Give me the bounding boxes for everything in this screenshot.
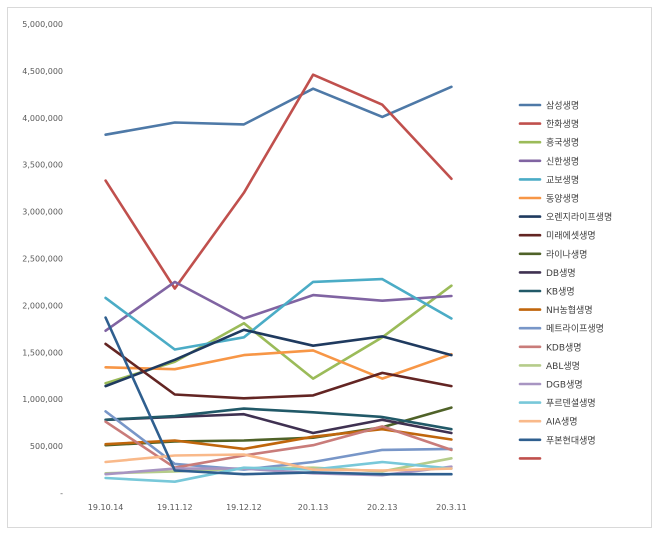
x-tick-label: 20.2.13 bbox=[367, 503, 398, 512]
legend-item: AIA생명 bbox=[518, 417, 578, 428]
legend-item: 삼성생명 bbox=[518, 101, 579, 112]
legend-label: AIA생명 bbox=[546, 417, 578, 428]
legend-item: 라이나생명 bbox=[518, 249, 587, 260]
legend-label: 메트라이프생명 bbox=[546, 324, 604, 335]
legend-label: 신한생명 bbox=[546, 156, 579, 167]
x-tick-label: 20.3.11 bbox=[436, 503, 467, 512]
legend-item: DGB생명 bbox=[518, 380, 583, 391]
legend-item: NH농협생명 bbox=[518, 304, 593, 316]
y-tick-label: 2,000,000 bbox=[22, 301, 63, 310]
legend-item: 오렌지라이프생명 bbox=[518, 212, 612, 223]
line-chart: - 500,000 1,000,000 1,500,000 2,000,000 2,500… bbox=[22, 20, 612, 512]
x-tick-label: 19.11.12 bbox=[157, 503, 193, 512]
legend-label: 교보생명 bbox=[546, 175, 579, 186]
series-line-18 bbox=[104, 316, 453, 476]
legend-item: 푸르덴셜생명 bbox=[518, 398, 596, 409]
series-line-4 bbox=[104, 277, 453, 351]
legend-label: 동양생명 bbox=[546, 194, 579, 205]
chart-frame: - 500,000 1,000,000 1,500,000 2,000,000 2,500… bbox=[7, 7, 652, 528]
x-axis: 19.10.14 19.11.12 19.12.12 20.1.13 20.2.13 20… bbox=[88, 503, 467, 512]
x-tick-label: 19.12.12 bbox=[226, 503, 262, 512]
legend-item: 동양생명 bbox=[518, 194, 579, 205]
legend-item: 한화생명 bbox=[518, 119, 579, 130]
legend-item: ABL생명 bbox=[518, 361, 580, 372]
series-line-12 bbox=[104, 410, 453, 471]
legend-label: 푸르덴셜생명 bbox=[546, 398, 596, 409]
y-tick-label: 1,000,000 bbox=[22, 395, 63, 404]
y-tick-label: 2,500,000 bbox=[22, 255, 63, 264]
legend-label: 라이나생명 bbox=[546, 249, 587, 260]
legend-label: 한화생명 bbox=[546, 119, 579, 130]
legend-label: KB생명 bbox=[546, 287, 575, 298]
y-tick-label: 3,500,000 bbox=[22, 161, 63, 170]
legend-label: ABL생명 bbox=[546, 361, 580, 372]
legend-item: 푸본현대생명 bbox=[518, 435, 596, 446]
plot-area bbox=[104, 73, 453, 484]
y-tick-label: 3,000,000 bbox=[22, 208, 63, 217]
legend-item: 미래에셋생명 bbox=[518, 231, 596, 242]
x-tick-label: 20.1.13 bbox=[298, 503, 329, 512]
series-line-5 bbox=[104, 349, 453, 380]
x-tick-label: 19.10.14 bbox=[88, 503, 124, 512]
legend-label: 삼성생명 bbox=[546, 101, 579, 112]
y-tick-label: 1,500,000 bbox=[22, 348, 63, 357]
legend-item: 신한생명 bbox=[518, 156, 579, 167]
legend-item: KDB생명 bbox=[518, 342, 582, 353]
legend-item: DB생명 bbox=[518, 268, 576, 279]
series-line-7 bbox=[104, 342, 453, 400]
legend-item: 흥국생명 bbox=[518, 137, 579, 149]
legend: 삼성생명한화생명흥국생명신한생명교보생명동양생명오렌지라이프생명미래에셋생명라이… bbox=[518, 101, 612, 460]
y-tick-label: 4,000,000 bbox=[22, 114, 63, 123]
y-axis: - 500,000 1,000,000 1,500,000 2,000,000 2,500… bbox=[22, 20, 63, 498]
legend-label: 푸본현대생명 bbox=[546, 435, 596, 446]
series-line-17 bbox=[104, 453, 453, 472]
series-line-6 bbox=[104, 328, 453, 388]
series-line-3 bbox=[104, 280, 453, 333]
legend-label: 오렌지라이프생명 bbox=[546, 212, 612, 223]
y-tick-label: 500,000 bbox=[30, 442, 63, 451]
legend-label: KDB생명 bbox=[546, 342, 582, 353]
series-line-0 bbox=[104, 85, 453, 136]
legend-item: 메트라이프생명 bbox=[518, 324, 604, 335]
series-line-1 bbox=[104, 73, 453, 290]
legend-label: 흥국생명 bbox=[546, 137, 579, 149]
legend-label: NH농협생명 bbox=[546, 304, 593, 316]
series-line-10 bbox=[104, 407, 453, 431]
y-tick-label: 5,000,000 bbox=[22, 20, 63, 29]
legend-label: DB생명 bbox=[546, 268, 576, 279]
y-tick-label: 4,500,000 bbox=[22, 67, 63, 76]
y-tick-label: - bbox=[60, 489, 63, 498]
series-line-16 bbox=[104, 460, 453, 484]
legend-label: 미래에셋생명 bbox=[546, 231, 596, 242]
legend-item: KB생명 bbox=[518, 287, 575, 298]
legend-label: DGB생명 bbox=[546, 380, 583, 391]
series-line-8 bbox=[104, 406, 453, 447]
series-line-13 bbox=[104, 420, 453, 470]
legend-item: 교보생명 bbox=[518, 175, 579, 186]
